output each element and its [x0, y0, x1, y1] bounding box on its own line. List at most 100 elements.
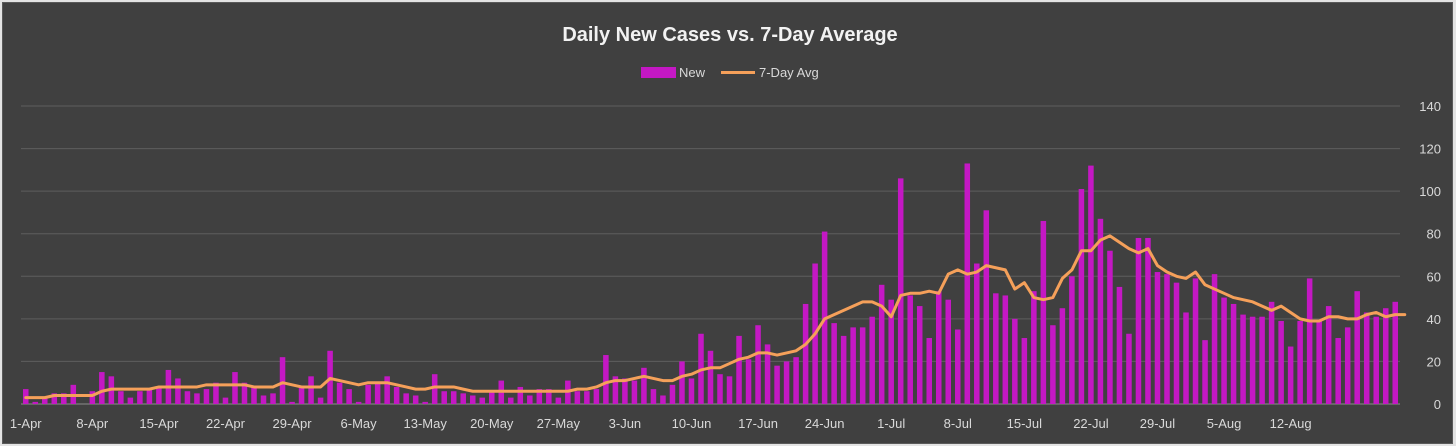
bar-new: [1059, 308, 1066, 404]
bar-new: [213, 382, 219, 404]
bar-new: [1354, 291, 1360, 404]
x-tick-label: 13-May: [404, 416, 448, 431]
bar-new: [745, 359, 752, 404]
bar-new: [622, 378, 628, 404]
bar-new: [156, 386, 162, 404]
bar-new: [384, 376, 390, 404]
bar-new: [1202, 340, 1208, 404]
bar-new: [1107, 250, 1113, 404]
bar-new: [1002, 295, 1009, 404]
bar-new: [593, 389, 600, 404]
bar-new: [641, 367, 647, 404]
line-series-avg: [24, 234, 1407, 400]
x-tick-label: 5-Aug: [1207, 416, 1242, 431]
bar-new: [612, 376, 619, 404]
y-tick-label: 120: [1419, 142, 1441, 157]
bar-new: [298, 386, 305, 404]
x-tick-label: 8-Apr: [76, 416, 108, 431]
bar-new: [1373, 316, 1379, 404]
bar-new: [403, 393, 409, 404]
bar-new: [1183, 312, 1189, 404]
y-tick-label: 140: [1419, 99, 1441, 114]
bar-new: [137, 391, 143, 404]
bar-new: [1173, 282, 1180, 404]
x-tick-label: 29-Jul: [1140, 416, 1176, 431]
bar-new: [289, 401, 295, 404]
bar-new: [184, 391, 191, 404]
bar-new: [669, 384, 676, 404]
x-tick-label: 24-Jun: [805, 416, 845, 431]
bar-new: [431, 374, 438, 404]
bar-new: [479, 397, 486, 404]
legend-swatch-new: [641, 67, 676, 78]
bar-new: [574, 391, 581, 404]
chart-title: Daily New Cases vs. 7-Day Average: [562, 24, 897, 46]
bar-new: [1031, 291, 1037, 404]
bar-new: [774, 365, 780, 404]
bar-new: [127, 397, 134, 404]
bar-new: [897, 178, 904, 404]
bar-new: [42, 397, 48, 404]
bar-new: [412, 395, 419, 404]
bar-new: [802, 303, 809, 404]
y-axis-ticks: 0 20 40 60 80 100 120 140: [1419, 99, 1441, 412]
bar-new: [1344, 327, 1351, 404]
bar-new: [374, 382, 381, 404]
bar-new: [260, 395, 267, 404]
bar-new: [907, 295, 913, 404]
x-tick-label: 3-Jun: [609, 416, 642, 431]
bar-new: [1259, 316, 1265, 404]
bar-new: [203, 389, 210, 404]
bar-new: [916, 306, 923, 404]
bar-new: [878, 284, 885, 404]
x-tick-label: 10-Jun: [672, 416, 712, 431]
bar-new: [118, 391, 124, 404]
bar-new: [869, 316, 875, 404]
bar-new: [974, 263, 980, 404]
bar-new: [1278, 320, 1284, 404]
bar-new: [146, 389, 153, 404]
bar-new: [935, 291, 942, 404]
bar-new: [194, 393, 200, 404]
bar-new: [1297, 320, 1303, 404]
y-tick-label: 60: [1427, 269, 1441, 284]
bar-new: [1021, 338, 1028, 404]
bar-new: [536, 389, 543, 404]
x-tick-label: 15-Apr: [139, 416, 179, 431]
bar-new: [1392, 301, 1399, 404]
bar-new: [993, 293, 999, 404]
bar-new: [1088, 165, 1094, 404]
bar-new: [964, 163, 971, 404]
x-tick-label: 6-May: [341, 416, 378, 431]
y-tick-label: 80: [1427, 227, 1441, 242]
bar-new: [232, 372, 238, 404]
x-tick-label: 27-May: [537, 416, 581, 431]
bar-new: [317, 397, 324, 404]
bar-new: [1325, 306, 1332, 404]
bar-new: [1230, 303, 1237, 404]
bar-new: [726, 376, 733, 404]
y-tick-label: 100: [1419, 184, 1441, 199]
bar-new: [450, 391, 457, 404]
bar-new: [61, 393, 67, 404]
bar-new: [1040, 220, 1047, 404]
bar-new: [1050, 325, 1056, 404]
bar-new: [222, 397, 229, 404]
bar-new: [241, 382, 248, 404]
bar-new: [393, 386, 400, 404]
bar-new: [707, 350, 714, 404]
bar-new: [755, 325, 761, 404]
bar-new: [308, 376, 314, 404]
bar-new: [660, 395, 666, 404]
bar-new: [840, 335, 847, 404]
x-tick-label: 1-Apr: [10, 416, 42, 431]
bar-new: [1078, 189, 1085, 404]
bar-new: [1221, 297, 1227, 404]
bar-new: [99, 372, 105, 404]
bar-new: [584, 391, 590, 404]
bar-new: [32, 401, 39, 404]
bar-new: [1287, 346, 1294, 404]
bar-new: [546, 389, 552, 404]
x-tick-label: 22-Apr: [206, 416, 246, 431]
